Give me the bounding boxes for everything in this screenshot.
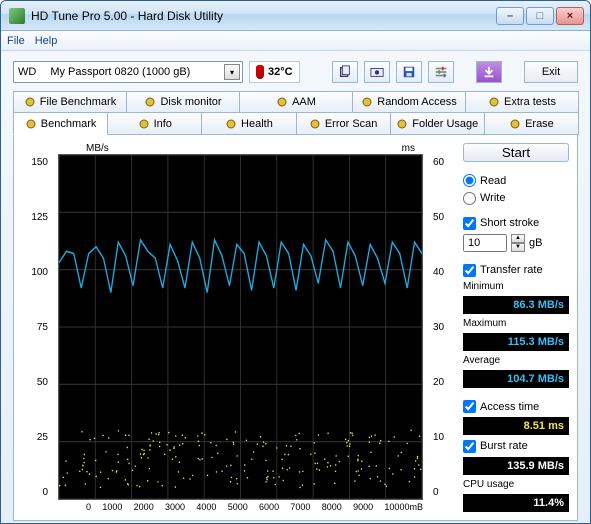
short-stroke-input[interactable] xyxy=(463,234,507,252)
min-label: Minimum xyxy=(463,281,569,292)
tab-extra-tests[interactable]: Extra tests xyxy=(465,91,579,113)
drive-select[interactable]: WD My Passport 0820 (1000 gB) ▾ xyxy=(13,61,243,83)
tab-disk-monitor[interactable]: Disk monitor xyxy=(126,91,240,113)
copy-icon xyxy=(338,65,352,79)
info-icon xyxy=(138,118,150,130)
monitor-icon xyxy=(144,96,156,108)
spin-down[interactable]: ▼ xyxy=(511,243,525,252)
menu-file[interactable]: File xyxy=(7,35,25,47)
avg-value-box: 104.7 MB/s xyxy=(463,370,569,388)
transfer-rate-check[interactable]: Transfer rate xyxy=(463,264,569,278)
read-radio[interactable]: Read xyxy=(463,174,569,188)
camera-icon xyxy=(370,65,384,79)
window-title: HD Tune Pro 5.00 - Hard Disk Utility xyxy=(31,9,496,23)
max-label: Maximum xyxy=(463,318,569,329)
burst-rate-check[interactable]: Burst rate xyxy=(463,439,569,453)
health-icon xyxy=(225,118,237,130)
menu-help[interactable]: Help xyxy=(35,35,58,47)
file-bench-icon xyxy=(24,96,36,108)
erase-icon xyxy=(509,118,521,130)
maximize-button[interactable]: □ xyxy=(526,7,554,25)
tab-random-access[interactable]: Random Access xyxy=(352,91,466,113)
y-axis-right: 6050403020100 xyxy=(431,143,455,512)
tab-aam[interactable]: AAM xyxy=(239,91,353,113)
tab-health[interactable]: Health xyxy=(201,113,296,135)
download-button[interactable] xyxy=(476,61,502,83)
close-button[interactable]: × xyxy=(556,7,584,25)
minimize-button[interactable]: – xyxy=(496,7,524,25)
start-button[interactable]: Start xyxy=(463,143,569,162)
app-icon xyxy=(9,8,25,24)
toolbar: WD My Passport 0820 (1000 gB) ▾ 32°C Exi… xyxy=(9,57,582,91)
tabstrip: File BenchmarkDisk monitorAAMRandom Acce… xyxy=(9,91,582,521)
folder-icon xyxy=(396,118,408,130)
tab-file-benchmark[interactable]: File Benchmark xyxy=(13,91,127,113)
screenshot-button[interactable] xyxy=(364,61,390,83)
extra-icon xyxy=(488,96,500,108)
short-stroke-check[interactable]: Short stroke xyxy=(463,217,569,231)
speaker-icon xyxy=(276,96,288,108)
benchmark-icon xyxy=(25,118,37,130)
save-icon xyxy=(402,65,416,79)
temperature-display: 32°C xyxy=(249,61,300,83)
download-icon xyxy=(482,65,496,79)
cpu-label: CPU usage xyxy=(463,479,569,490)
save-button[interactable] xyxy=(396,61,422,83)
y-left-unit: MB/s xyxy=(86,143,109,154)
write-radio[interactable]: Write xyxy=(463,191,569,205)
settings-button[interactable] xyxy=(428,61,454,83)
benchmark-panel: 1501251007550250 MB/s ms 010002000300040… xyxy=(13,135,578,521)
app-window: HD Tune Pro 5.00 - Hard Disk Utility – □… xyxy=(0,0,591,524)
exit-button[interactable]: Exit xyxy=(524,61,578,83)
avg-label: Average xyxy=(463,355,569,366)
random-icon xyxy=(361,96,373,108)
access-time-check[interactable]: Access time xyxy=(463,400,569,414)
error-icon xyxy=(309,118,321,130)
benchmark-chart xyxy=(58,154,423,500)
y-right-unit: ms xyxy=(402,143,415,154)
chevron-down-icon[interactable]: ▾ xyxy=(224,64,240,80)
titlebar[interactable]: HD Tune Pro 5.00 - Hard Disk Utility – □… xyxy=(1,1,590,31)
x-axis-labels: 0100020003000400050006000700080009000100… xyxy=(58,500,423,512)
menubar: File Help xyxy=(1,31,590,51)
side-panel: Start Read Write Short stroke ▲▼ gB Tran… xyxy=(463,143,569,512)
tab-info[interactable]: Info xyxy=(107,113,202,135)
drive-model: My Passport 0820 (1000 gB) xyxy=(50,66,190,78)
access-value-box: 8.51 ms xyxy=(463,417,569,435)
copy-button[interactable] xyxy=(332,61,358,83)
cpu-value-box: 11.4% xyxy=(463,494,569,512)
drive-vendor: WD xyxy=(18,66,36,78)
settings-icon xyxy=(434,65,448,79)
min-value-box: 86.3 MB/s xyxy=(463,296,569,314)
temperature-value: 32°C xyxy=(268,66,293,78)
tab-erase[interactable]: Erase xyxy=(484,113,579,135)
tab-benchmark[interactable]: Benchmark xyxy=(13,113,108,135)
tab-folder-usage[interactable]: Folder Usage xyxy=(390,113,485,135)
spin-up[interactable]: ▲ xyxy=(511,234,525,243)
y-axis-left: 1501251007550250 xyxy=(22,143,50,512)
max-value-box: 115.3 MB/s xyxy=(463,333,569,351)
burst-value-box: 135.9 MB/s xyxy=(463,457,569,475)
thermometer-icon xyxy=(256,65,264,79)
tab-error-scan[interactable]: Error Scan xyxy=(296,113,391,135)
